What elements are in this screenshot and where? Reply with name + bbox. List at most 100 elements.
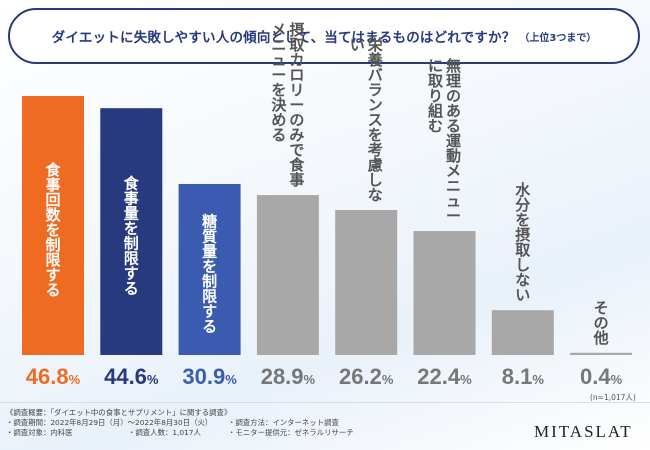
category-label-5-char: な — [368, 186, 383, 204]
sample-size-note: (n=1,017人) — [590, 393, 636, 402]
category-label-5-char: い — [350, 36, 365, 54]
category-label-7-char: 摂 — [515, 226, 530, 244]
category-label-4-char: を — [271, 81, 286, 99]
category-label-3-char: 糖 — [202, 212, 217, 230]
category-label-5-char: し — [368, 171, 383, 189]
category-label-7-char: な — [515, 271, 530, 289]
category-label-1-char: を — [45, 221, 60, 239]
category-label-6-char: 組 — [428, 102, 443, 120]
category-label-4-char: 決 — [271, 96, 287, 114]
category-label-5-char: ン — [368, 96, 383, 114]
category-label-4-char: る — [271, 126, 286, 144]
category-label-1-char: 制 — [45, 236, 60, 254]
category-label-6-char: あ — [446, 102, 461, 120]
category-label-4-char: メ — [271, 21, 286, 39]
category-label-2-char: を — [124, 220, 139, 238]
survey-heading: 《調査概要：「ダイエット中の食事とサプリメント」に関する調査》 — [6, 408, 232, 417]
category-label-1-char: 数 — [45, 206, 61, 224]
category-label-6-char: 運 — [446, 132, 462, 150]
bar-1 — [22, 96, 84, 355]
category-label-5-char: 養 — [367, 51, 384, 69]
category-label-7-char: 水 — [515, 181, 531, 199]
category-label-4-char: み — [289, 126, 304, 144]
category-label-6-char: に — [428, 57, 443, 75]
category-label-4-char: ュ — [271, 51, 286, 69]
survey-period: ・調査期間：2022年8月29日（月）～2022年8月30日（火） — [6, 418, 213, 427]
category-label-3-char: す — [202, 302, 217, 320]
category-label-8-char: の — [594, 314, 609, 332]
category-label-4-char: ロ — [289, 66, 304, 84]
category-label-6-char: メ — [446, 162, 461, 180]
survey-provider: ・モニター提供元：ゼネラルリサーチ — [228, 428, 354, 437]
category-label-6-char: る — [446, 117, 461, 135]
category-label-4-char: カ — [289, 51, 304, 69]
category-label-5-char: 栄 — [367, 36, 384, 54]
category-label-4-char: 摂 — [289, 21, 304, 39]
category-label-4-char: の — [289, 111, 304, 129]
question-title-box: ダイエットに失敗しやすい人の傾向として、当てはまるものはどれですか？ （上位3つ… — [8, 8, 640, 64]
bar-8 — [570, 352, 633, 355]
category-label-2-char: 制 — [124, 235, 139, 253]
value-label-8: 0.4% — [580, 364, 623, 389]
category-label-8-char: そ — [594, 299, 609, 317]
value-label-7: 8.1% — [502, 364, 545, 389]
survey-target: ・調査対象：内科医 — [6, 428, 73, 437]
category-label-2-char: 食 — [124, 175, 140, 193]
category-label-1-char: す — [45, 266, 60, 284]
category-label-7-char: し — [515, 256, 530, 274]
value-label-1: 46.8% — [26, 364, 81, 389]
value-label-5: 26.2% — [339, 364, 394, 389]
category-label-6-char: 取 — [428, 72, 444, 90]
category-label-3-char: 質 — [202, 227, 217, 245]
category-label-6-char: 理 — [446, 72, 461, 90]
bar-5 — [335, 210, 398, 355]
category-label-4-char: ー — [289, 96, 304, 114]
bar-6 — [413, 231, 476, 355]
bar-3 — [178, 183, 241, 355]
survey-count: ・調査人数：1,017人 — [128, 428, 201, 437]
category-label-3-char: 量 — [202, 242, 217, 260]
bar-2 — [100, 108, 163, 355]
category-label-6-char: ー — [446, 207, 461, 225]
category-label-5-char: 慮 — [368, 156, 383, 174]
category-label-4-char: め — [271, 111, 286, 129]
category-label-5-char: ス — [368, 111, 383, 129]
brand-logo: MITASLAT — [534, 422, 633, 441]
category-label-3-char: 制 — [202, 272, 217, 290]
survey-summary: 《調査概要：「ダイエット中の食事とサプリメント」に関する調査》 ・調査期間：20… — [6, 408, 354, 438]
category-label-6-char: む — [428, 117, 443, 135]
category-label-1-char: 食 — [45, 161, 61, 179]
question-subtitle: （上位3つまで） — [519, 32, 597, 44]
category-label-1-char: 事 — [45, 176, 60, 194]
category-label-2-char: る — [124, 280, 139, 298]
category-label-6-char: ニ — [446, 177, 461, 195]
category-label-4-char: で — [289, 141, 304, 159]
question-title: ダイエットに失敗しやすい人の傾向として、当てはまるものはどれですか？ — [51, 30, 516, 46]
value-label-4: 28.9% — [261, 364, 316, 389]
category-label-4-char: ー — [271, 66, 286, 84]
category-label-5-char: バ — [368, 66, 383, 84]
category-label-6-char: の — [446, 87, 461, 105]
category-label-7-char: 分 — [515, 196, 530, 214]
category-label-3-char: 限 — [202, 287, 217, 305]
category-label-6-char: 動 — [446, 147, 461, 165]
category-label-4-char: ニ — [271, 36, 286, 54]
category-label-4-char: リ — [289, 81, 304, 99]
category-label-4-char: 食 — [289, 156, 305, 174]
category-label-7-char: い — [515, 286, 530, 304]
category-label-2-char: 量 — [124, 205, 139, 223]
category-label-6-char: ュ — [446, 192, 461, 210]
category-label-2-char: 限 — [124, 250, 139, 268]
value-label-6: 22.4% — [417, 364, 472, 389]
category-label-2-char: す — [124, 265, 139, 283]
category-label-3-char: を — [202, 257, 217, 275]
value-label-2: 44.6% — [104, 364, 159, 389]
category-label-6-char: り — [428, 87, 443, 105]
category-label-3-char: る — [202, 317, 217, 335]
category-label-7-char: 取 — [515, 241, 531, 259]
category-label-5-char: を — [368, 126, 383, 144]
category-label-1-char: る — [45, 281, 60, 299]
category-label-4-char: 事 — [289, 171, 304, 189]
value-label-3: 30.9% — [182, 364, 237, 389]
